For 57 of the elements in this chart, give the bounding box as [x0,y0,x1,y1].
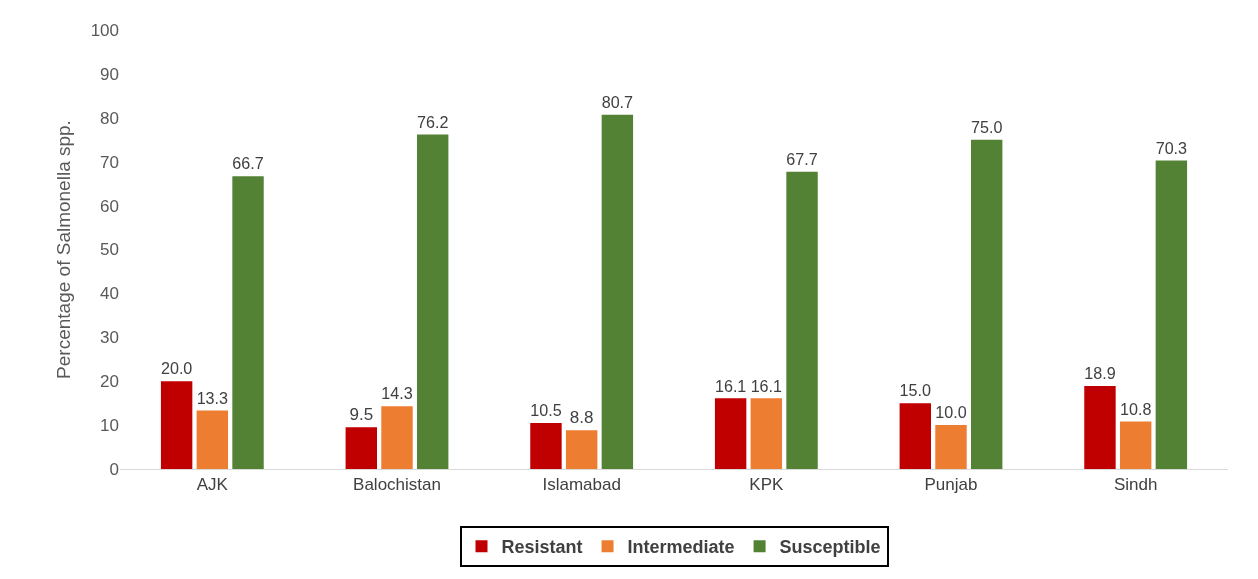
bar [601,114,634,469]
data-label: 10.8 [1119,399,1152,418]
data-label: 76.2 [417,112,449,131]
bar [530,422,562,469]
bar [786,171,818,469]
x-tick-label: Punjab [924,475,978,495]
y-tick-label: 60 [100,196,119,216]
bar [935,425,967,469]
bar [1155,160,1188,469]
bar [381,406,413,469]
legend-label: Intermediate [627,537,735,558]
data-label: 16.1 [714,376,747,395]
bar [345,427,378,469]
data-label: 80.7 [601,92,634,111]
data-label: 66.7 [232,154,264,173]
data-label: 10.5 [530,401,562,420]
x-tick-label: Islamabad [542,475,621,495]
bar [1119,421,1152,469]
data-label: 67.7 [786,150,818,168]
bar [565,430,598,469]
y-tick-label: 100 [90,20,119,40]
y-axis-title: Percentage of Salmonella spp. [53,120,75,379]
legend-label: Resistant [501,537,583,558]
data-label: 13.3 [196,388,229,407]
bar [196,410,229,469]
bar [899,403,932,469]
y-tick-label: 20 [100,372,119,392]
x-tick-label: Balochistan [353,475,441,495]
bar [750,398,783,469]
y-tick-label: 10 [100,416,119,436]
data-label: 9.5 [349,405,374,425]
data-label: 10.0 [935,403,967,422]
bar [970,139,1003,469]
data-label: 8.8 [569,408,594,428]
y-tick-label: 50 [100,240,119,260]
x-tick-label: KPK [749,475,784,495]
data-label: 70.3 [1155,138,1188,157]
y-tick-label: 0 [109,459,119,479]
data-label: 20.0 [160,359,193,378]
bar [160,381,193,469]
bar [714,398,747,469]
y-tick-label: 70 [100,152,119,172]
x-tick-label: Sindh [1113,475,1158,495]
data-label: 14.3 [381,384,413,403]
y-tick-label: 90 [100,64,119,84]
bar [232,176,264,469]
data-label: 15.0 [899,381,932,400]
y-tick-label: 80 [100,108,119,128]
data-label: 75.0 [971,117,1003,136]
y-tick-label: 30 [100,328,119,348]
data-label: 18.9 [1084,364,1116,383]
data-label: 16.1 [750,376,783,395]
y-tick-label: 40 [100,284,119,304]
x-tick-label: AJK [196,475,229,495]
bar [416,134,449,469]
bar [1084,386,1116,469]
legend-label: Susceptible [779,537,881,558]
